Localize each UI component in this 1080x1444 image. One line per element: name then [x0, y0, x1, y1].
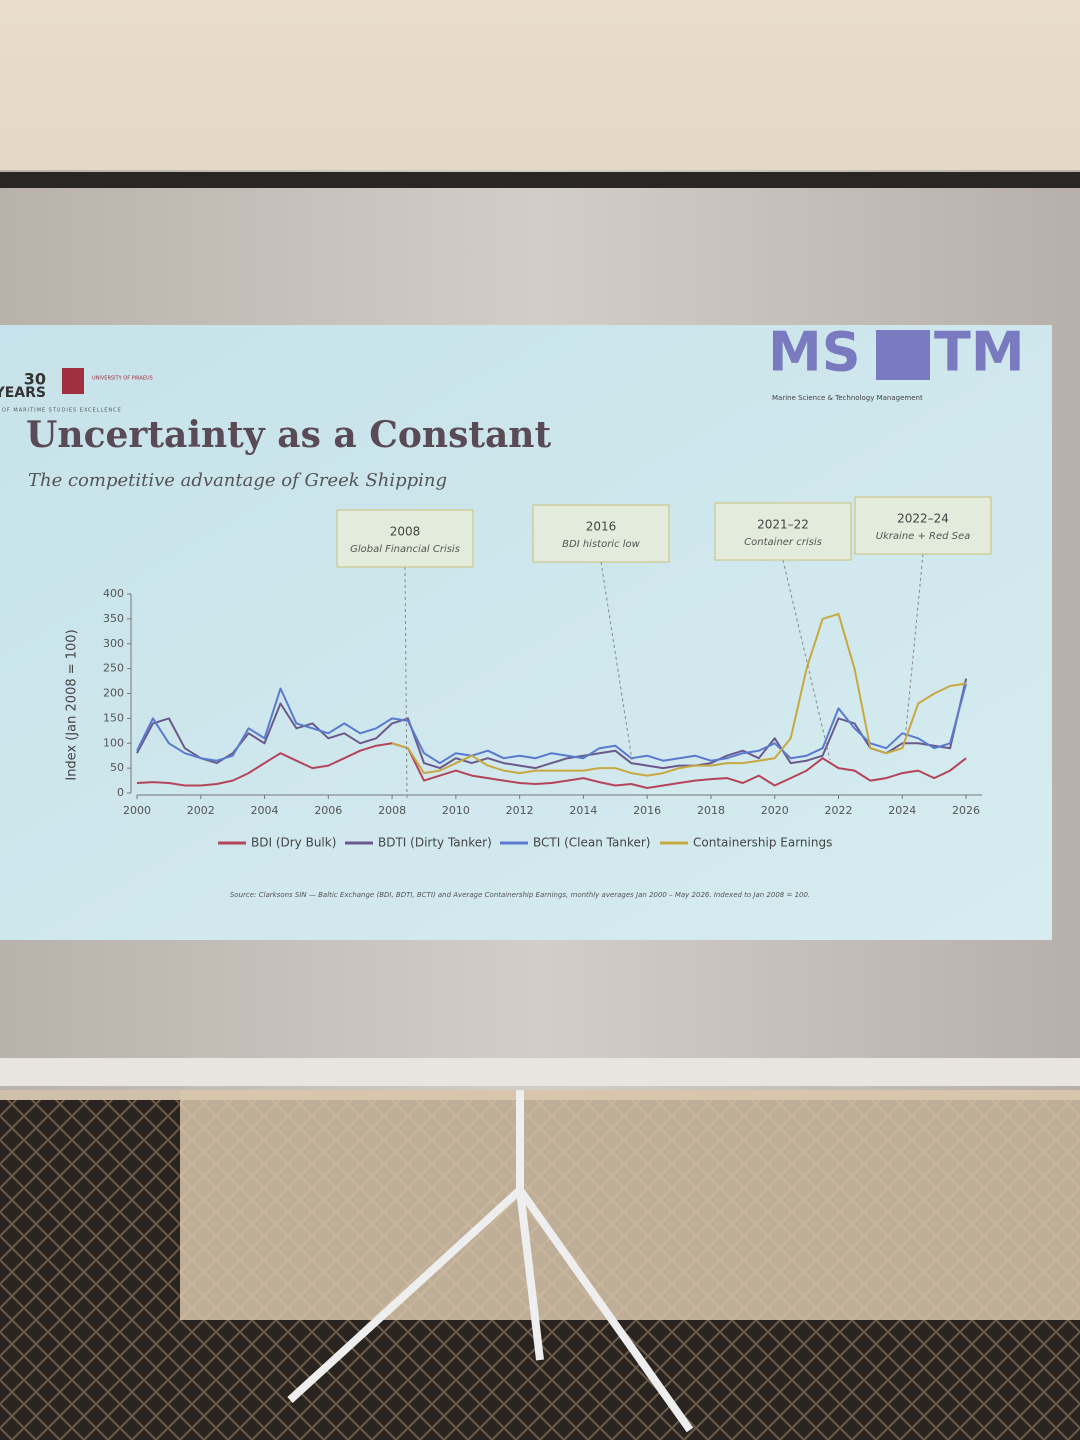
curtain	[180, 1090, 1080, 1320]
logo: MS	[768, 321, 861, 384]
logo-right: TM	[934, 321, 1025, 384]
series-line	[136, 683, 968, 765]
callout-box	[532, 504, 670, 563]
series-line	[136, 678, 968, 770]
legend-label: BCTI (Clean Tanker)	[533, 836, 650, 850]
legend-label: Containership Earnings	[693, 836, 832, 850]
y-axis-label: Index (Jan 2008 = 100)	[65, 629, 80, 780]
x-tick-label: 2020	[761, 804, 789, 817]
x-tick-label: 2014	[569, 804, 597, 817]
x-tick-label: 2002	[187, 804, 215, 817]
callout-line	[404, 566, 408, 801]
tagline: OF MARITIME STUDIES EXCELLENCE	[2, 408, 122, 414]
series-line	[391, 612, 967, 777]
plot: 0 50 100 150 200 250 300 350 400 2000 2002 2004 2006…	[103, 496, 992, 850]
legend-label: BDI (Dry Bulk)	[251, 836, 336, 850]
logo-caption: Marine Science & Technology Management	[772, 394, 923, 402]
callout-line	[782, 559, 831, 761]
y-tick-label: 400	[103, 587, 124, 600]
x-tick-label: 2016	[633, 804, 661, 817]
y-tick-label: 100	[103, 736, 124, 749]
y-tick-label: 250	[103, 662, 124, 675]
x-tick-label: 2026	[952, 804, 980, 817]
y-tick-label: 200	[103, 687, 124, 700]
y-tick-label: 350	[103, 612, 124, 625]
tripod	[287, 1090, 694, 1433]
callout-title: 2021–22	[757, 518, 809, 532]
chart-subtitle: The competitive advantage of Greek Shipp…	[28, 470, 447, 491]
logo-mark	[876, 330, 930, 380]
y-tick-label: 50	[110, 761, 124, 774]
legend-label: BDTI (Dirty Tanker)	[378, 836, 492, 850]
y-tick-label: 150	[103, 711, 124, 724]
series-line	[136, 742, 967, 789]
x-tick-label: 2010	[442, 804, 470, 817]
x-tick-label: 2012	[506, 804, 534, 817]
x-tick-label: 2004	[251, 804, 279, 817]
source: Source: Clarksons SIN — Baltic Exchange …	[230, 891, 810, 899]
callout-text: BDI historic low	[562, 539, 641, 550]
callout-box	[854, 496, 992, 555]
anniversary-word: YEARS	[0, 385, 46, 401]
callout-box	[336, 509, 474, 568]
callout-text: Ukraine + Red Sea	[876, 531, 971, 542]
callout-title: 2022–24	[897, 512, 949, 526]
callout-title: 2008	[390, 525, 421, 539]
screen-bottom	[0, 1058, 1080, 1086]
chart-title: Uncertainty as a Constant	[26, 414, 551, 456]
x-tick-label: 2000	[123, 804, 151, 817]
x-tick-label: 2022	[825, 804, 853, 817]
callout-box	[714, 502, 852, 561]
university: UNIVERSITY OF PIRAEUS	[92, 376, 153, 382]
anniversary: 30	[24, 370, 46, 389]
callout-text: Container crisis	[744, 537, 822, 548]
university-logo	[62, 368, 84, 394]
screen-top	[0, 172, 1080, 188]
y-tick-label: 0	[117, 786, 124, 799]
callout-text: Global Financial Crisis	[350, 544, 460, 555]
slide	[0, 325, 1052, 940]
x-tick-label: 2018	[697, 804, 725, 817]
x-tick-label: 2008	[378, 804, 406, 817]
callout-title: 2016	[586, 520, 617, 534]
y-tick-label: 300	[103, 637, 124, 650]
x-tick-label: 2024	[888, 804, 916, 817]
x-tick-label: 2006	[314, 804, 342, 817]
callout-line	[904, 553, 924, 741]
